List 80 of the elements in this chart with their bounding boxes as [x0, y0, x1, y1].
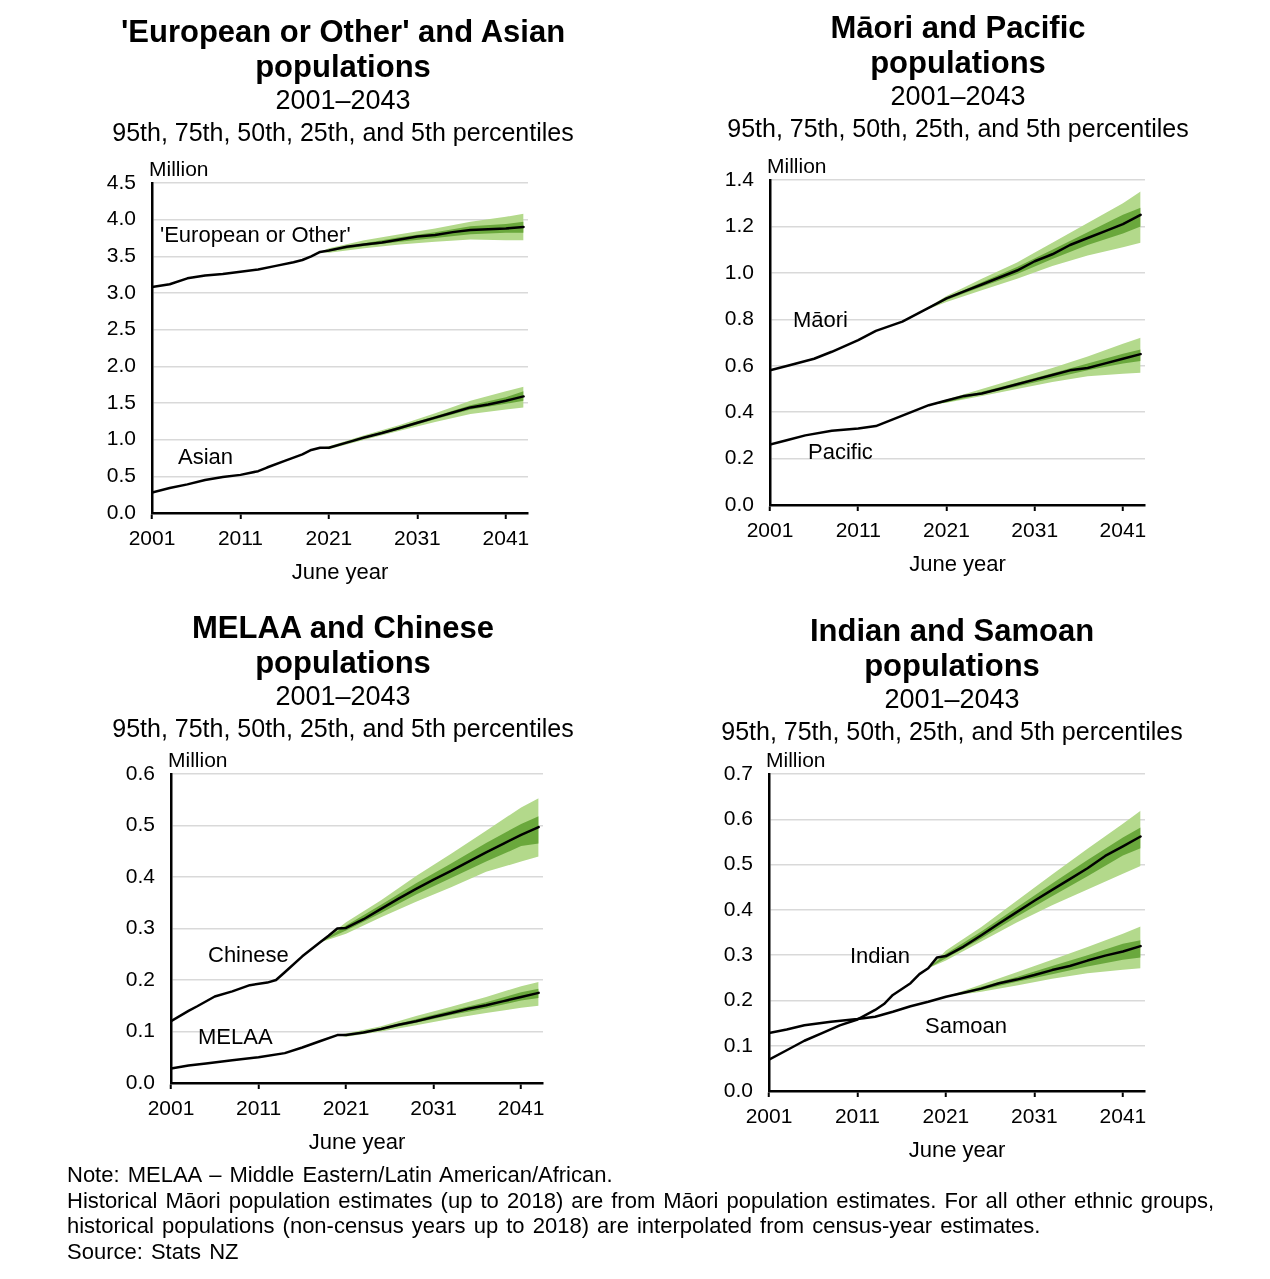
y-tick-label: 0.2 [724, 445, 754, 469]
series-label: Pacific [808, 439, 873, 465]
source-note: Source: Stats NZ [67, 1238, 240, 1264]
y-tick-label: 0.6 [723, 806, 753, 830]
chart-title: Māori and Pacific populations [829, 9, 1087, 80]
y-axis-title: Million [149, 156, 209, 180]
y-tick-label: 0.5 [125, 812, 155, 836]
y-tick-label: 2.5 [106, 316, 136, 340]
x-tick-label: 2001 [746, 518, 794, 542]
x-tick-label: 2021 [322, 1096, 370, 1120]
x-tick-label: 2031 [410, 1096, 457, 1120]
series-label: MELAA [198, 1023, 273, 1049]
y-tick-label: 0.5 [106, 463, 136, 487]
x-axis-title: June year [308, 1128, 406, 1154]
x-axis-title: June year [909, 550, 1006, 576]
y-tick-label: 0.0 [106, 499, 136, 523]
y-tick-label: 0.0 [724, 491, 754, 515]
series-label: Indian [850, 942, 910, 968]
y-tick-label: 3.0 [106, 279, 136, 303]
series-label: 'European or Other' [160, 221, 351, 247]
y-tick-label: 0.1 [125, 1018, 155, 1042]
y-axis-title: Million [168, 747, 228, 771]
x-tick-label: 2011 [835, 518, 881, 542]
text: Note: MELAA – Middle Eastern/Latin American/African. [67, 1162, 614, 1188]
y-axis-title: Million [766, 747, 826, 771]
y-tick-label: 0.0 [723, 1077, 753, 1101]
y-tick-label: 0.4 [125, 863, 156, 887]
y-tick-label: 1.0 [724, 259, 754, 283]
chart-subtitle: 2001–2043 95th, 75th, 50th, 25th, and 5th percentiles [111, 680, 575, 744]
x-tick-label: 2001 [147, 1096, 195, 1120]
x-tick-label: 2011 [217, 526, 264, 550]
y-tick-label: 0.7 [723, 760, 753, 784]
chart-subtitle: 2001–2043 95th, 75th, 50th, 25th, and 5th percentiles [726, 80, 1190, 144]
y-tick-label: 0.4 [723, 896, 754, 920]
y-tick-label: 4.0 [106, 206, 136, 230]
y-tick-label: 4.5 [106, 169, 136, 193]
x-axis-title: June year [908, 1136, 1006, 1162]
y-tick-label: 0.1 [723, 1032, 753, 1056]
chart-title: Indian and Samoan populations [808, 612, 1096, 683]
x-tick-label: 2001 [128, 526, 176, 550]
y-tick-label: 1.0 [106, 426, 136, 450]
chart-title: 'European or Other' and Asian populations [119, 13, 567, 84]
y-tick-label: 0.3 [125, 915, 155, 939]
x-axis-title: June year [291, 558, 389, 584]
y-axis-title: Million [767, 153, 827, 177]
text: Historical Māori population estimates (up to 2018) are from Māori population estimates. For all other ethnic groups, historical populations (non-census years up to 2018) are interpolated from census-year estimates. [67, 1187, 1216, 1239]
chart-title: MELAA and Chinese populations [191, 609, 495, 680]
y-tick-label: 0.3 [723, 941, 753, 965]
x-tick-label: 2031 [1011, 518, 1059, 542]
y-tick-label: 0.2 [723, 987, 753, 1011]
x-tick-label: 2041 [1099, 518, 1147, 542]
chart-subtitle: 2001–2043 95th, 75th, 50th, 25th, and 5th percentiles [111, 84, 575, 148]
series-label: Samoan [925, 1013, 1007, 1039]
chart-subtitle: 2001–2043 95th, 75th, 50th, 25th, and 5th percentiles [720, 683, 1184, 747]
x-tick-label: 2021 [922, 1104, 970, 1128]
y-tick-label: 0.8 [724, 306, 754, 330]
x-tick-label: 2041 [482, 526, 530, 550]
series-label: Asian [178, 443, 234, 469]
x-tick-label: 2001 [745, 1104, 793, 1128]
x-tick-label: 2041 [497, 1096, 545, 1120]
x-tick-label: 2031 [1011, 1104, 1058, 1128]
y-tick-label: 0.4 [724, 398, 755, 422]
y-tick-label: 1.5 [106, 389, 136, 413]
y-tick-label: 1.2 [724, 213, 754, 237]
y-tick-label: 0.2 [125, 966, 155, 990]
x-tick-label: 2021 [305, 526, 353, 550]
y-tick-label: 0.6 [724, 352, 754, 376]
series-label: Māori [793, 307, 849, 333]
y-tick-label: 2.0 [106, 353, 136, 377]
x-tick-label: 2031 [394, 526, 441, 550]
x-tick-label: 2041 [1099, 1104, 1147, 1128]
y-tick-label: 3.5 [106, 243, 136, 267]
series-label: Chinese [208, 942, 289, 968]
x-tick-label: 2011 [834, 1104, 881, 1128]
y-tick-label: 0.6 [125, 760, 155, 784]
y-tick-label: 0.5 [723, 851, 753, 875]
x-tick-label: 2011 [235, 1096, 282, 1120]
y-tick-label: 0.0 [125, 1069, 155, 1093]
x-tick-label: 2021 [923, 518, 970, 542]
y-tick-label: 1.4 [724, 166, 755, 190]
